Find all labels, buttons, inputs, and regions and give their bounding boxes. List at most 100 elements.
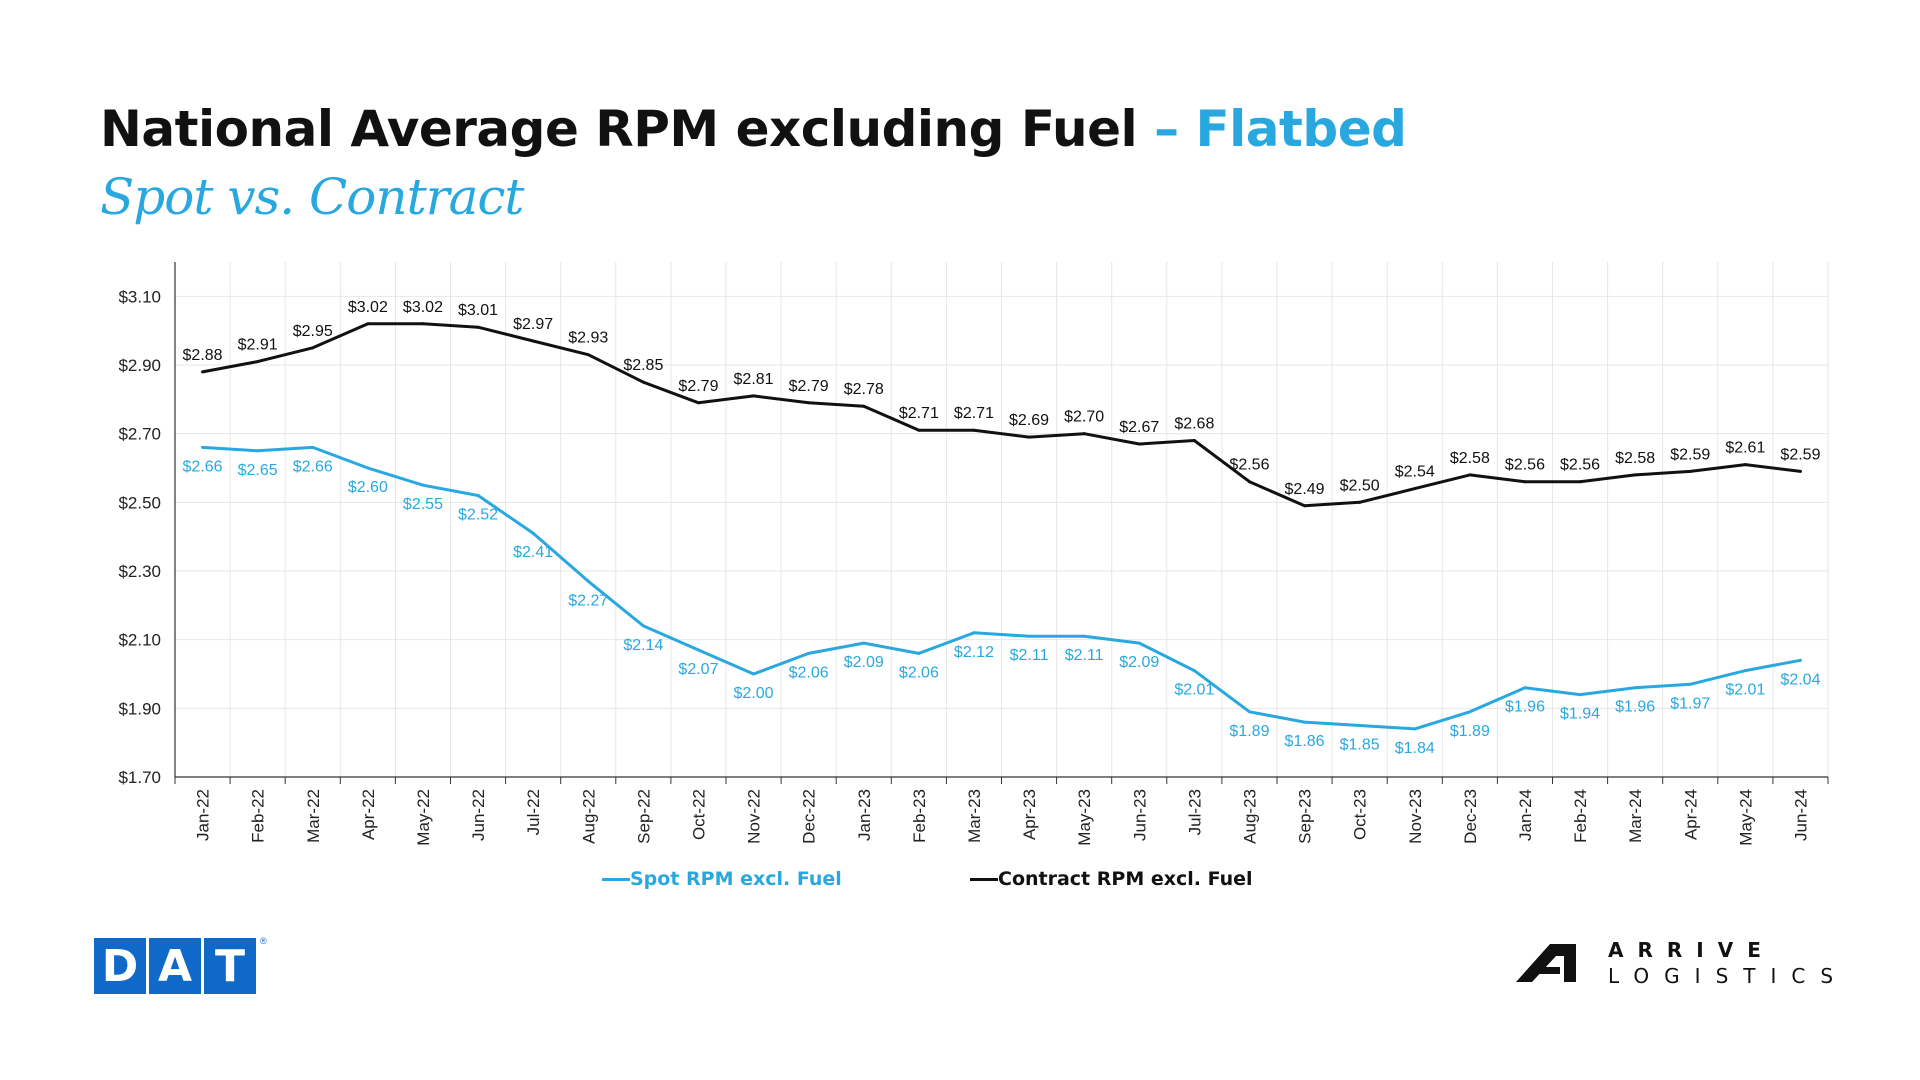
dat-logo-letter: A	[149, 938, 201, 994]
x-tick-label: Feb-22	[249, 789, 268, 843]
data-label-spot: $2.07	[678, 661, 718, 678]
legend-swatch-contract	[970, 877, 998, 881]
data-point-spot	[531, 531, 535, 535]
data-point-contract	[311, 346, 315, 350]
data-label-contract: $2.69	[1009, 412, 1049, 429]
x-tick-label: May-23	[1075, 789, 1094, 846]
registered-mark: ®	[260, 936, 267, 946]
x-tick-label: Aug-23	[1240, 789, 1259, 844]
chart-title-accent: – Flatbed	[1137, 100, 1407, 158]
data-label-spot: $2.00	[734, 685, 774, 702]
series-line-spot	[202, 445, 1801, 731]
y-tick-label: $2.70	[118, 425, 161, 444]
arrive-logo-word: ARRIVE	[1608, 938, 1775, 962]
data-point-contract	[531, 339, 535, 343]
data-point-spot	[1578, 693, 1582, 697]
data-point-contract	[1633, 473, 1637, 477]
data-label-contract: $2.61	[1725, 440, 1765, 457]
x-tick-label: Jun-23	[1130, 789, 1149, 841]
data-point-spot	[586, 579, 590, 583]
data-label-spot: $2.11	[1065, 647, 1104, 664]
x-tick-label: Jul-22	[524, 789, 543, 835]
legend-label-contract: Contract RPM excl. Fuel	[998, 868, 1253, 890]
data-label-spot: $2.66	[183, 458, 223, 475]
data-label-spot: $2.11	[1010, 647, 1049, 664]
data-label-contract: $2.93	[568, 330, 608, 347]
x-tick-label: Apr-23	[1020, 789, 1039, 840]
data-label-contract: $2.67	[1119, 419, 1159, 436]
data-point-contract	[696, 401, 700, 405]
data-point-spot	[972, 631, 976, 635]
data-point-spot	[1303, 720, 1307, 724]
dat-logo-letter: D	[94, 938, 146, 994]
data-point-spot	[1358, 724, 1362, 727]
data-label-contract: $2.70	[1064, 409, 1104, 426]
data-point-spot	[1468, 710, 1472, 714]
data-point-contract	[972, 428, 976, 432]
data-point-contract	[1578, 480, 1582, 484]
data-point-spot	[752, 672, 756, 676]
data-point-contract	[862, 404, 866, 408]
data-label-contract: $2.95	[293, 323, 333, 340]
data-point-contract	[1413, 487, 1417, 491]
y-tick-label: $2.50	[118, 493, 161, 512]
data-point-contract	[421, 322, 425, 326]
data-label-spot: $2.06	[789, 664, 829, 681]
data-label-contract: $2.97	[513, 316, 553, 333]
data-label-contract: $2.78	[844, 381, 884, 398]
data-label-contract: $2.79	[678, 378, 718, 395]
x-tick-label: Jul-23	[1185, 789, 1204, 835]
legend-item-spot: Spot RPM excl. Fuel	[602, 868, 842, 890]
data-point-spot	[1413, 727, 1417, 731]
x-tick-label: Aug-22	[579, 789, 598, 844]
data-label-spot: $1.96	[1505, 699, 1545, 716]
data-point-contract	[1688, 469, 1692, 473]
data-label-contract: $2.58	[1450, 450, 1490, 467]
data-label-spot: $2.52	[458, 506, 498, 523]
data-point-contract	[641, 380, 645, 384]
data-label-contract: $2.71	[954, 405, 994, 422]
data-label-spot: $1.97	[1670, 695, 1710, 712]
y-tick-label: $1.90	[118, 699, 161, 718]
data-point-contract	[201, 370, 205, 374]
data-point-contract	[1303, 504, 1307, 508]
x-tick-label: Oct-23	[1351, 789, 1370, 840]
x-tick-label: Jan-24	[1516, 789, 1535, 841]
x-tick-label: Jun-22	[469, 789, 488, 841]
data-point-contract	[917, 428, 921, 432]
series-line-contract	[202, 322, 1801, 508]
arrive-logo-subword: LOGISTICS	[1608, 964, 1849, 988]
x-tick-label: Dec-23	[1461, 789, 1480, 844]
x-tick-label: Apr-24	[1681, 789, 1700, 840]
data-label-spot: $2.04	[1780, 671, 1820, 688]
data-label-contract: $2.71	[899, 405, 939, 422]
data-point-contract	[476, 325, 480, 329]
data-label-contract: $3.01	[458, 302, 498, 319]
data-point-spot	[696, 648, 700, 652]
data-label-contract: $2.56	[1560, 457, 1600, 474]
data-label-contract: $2.50	[1340, 477, 1380, 494]
x-tick-label: May-24	[1736, 789, 1755, 846]
data-point-spot	[366, 466, 370, 470]
data-point-spot	[1192, 669, 1196, 673]
data-point-contract	[1468, 473, 1472, 477]
data-point-spot	[421, 483, 425, 487]
data-label-spot: $1.94	[1560, 706, 1600, 723]
y-tick-label: $1.70	[118, 768, 161, 787]
data-point-spot	[1798, 658, 1802, 662]
x-tick-label: Jan-22	[194, 789, 213, 841]
data-label-spot: $1.86	[1285, 733, 1325, 750]
data-point-spot	[641, 624, 645, 628]
chart-title: National Average RPM excluding Fuel – Fl…	[100, 100, 1407, 158]
y-tick-label: $2.10	[118, 631, 161, 650]
data-point-spot	[311, 445, 315, 449]
data-point-contract	[1798, 469, 1802, 473]
dat-logo: D A T ®	[94, 936, 267, 994]
x-tick-label: Mar-22	[304, 789, 323, 843]
data-point-spot	[1523, 686, 1527, 690]
data-label-contract: $2.56	[1229, 457, 1269, 474]
chart-legend: Spot RPM excl. Fuel Contract RPM excl. F…	[0, 868, 1920, 898]
x-tick-label: Sep-22	[634, 789, 653, 844]
data-label-spot: $1.84	[1395, 740, 1435, 757]
data-label-spot: $1.89	[1450, 723, 1490, 740]
